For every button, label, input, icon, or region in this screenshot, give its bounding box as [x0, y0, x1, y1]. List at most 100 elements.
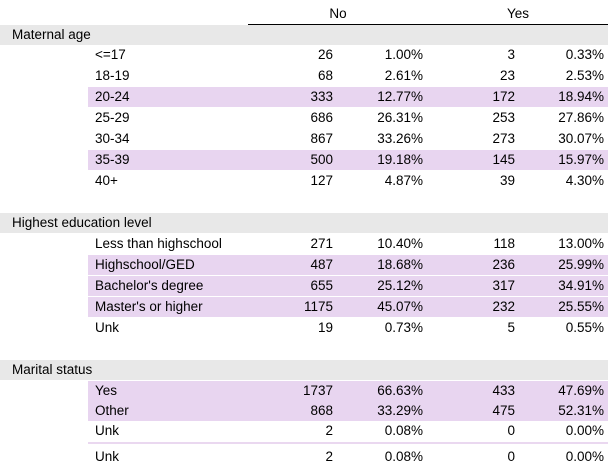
- no-count: 500: [310, 152, 333, 167]
- row-label: Yes: [95, 383, 118, 398]
- no-percent: 4.87%: [384, 173, 423, 188]
- no-percent: 66.63%: [377, 383, 423, 398]
- yes-percent: 47.69%: [558, 383, 604, 398]
- row-label: Unk: [95, 320, 120, 335]
- yes-percent: 0.33%: [565, 47, 604, 62]
- yes-count: 236: [492, 257, 515, 272]
- yes-count: 232: [492, 299, 515, 314]
- highlight-band: [88, 276, 248, 296]
- yes-percent: 4.30%: [565, 173, 604, 188]
- row-label: Bachelor's degree: [95, 278, 204, 293]
- no-count: 333: [310, 89, 333, 104]
- yes-count: 475: [492, 403, 515, 418]
- no-percent: 33.29%: [377, 403, 423, 418]
- yes-percent: 25.99%: [558, 257, 604, 272]
- highlight-band: [88, 297, 248, 317]
- highlight-band: [88, 381, 248, 401]
- yes-percent: 15.97%: [558, 152, 604, 167]
- no-percent: 1.00%: [384, 47, 423, 62]
- highlight-band: [248, 276, 608, 296]
- highlight-band: [248, 150, 608, 170]
- no-percent: 10.40%: [377, 236, 423, 251]
- table-row: Unk 2 0.08% 0 0.00%: [0, 447, 612, 467]
- table-row: Unk 19 0.73% 5 0.55%: [0, 318, 612, 338]
- yes-count: 0: [507, 449, 515, 464]
- yes-count: 118: [493, 236, 515, 251]
- table-row: Yes 1737 66.63% 433 47.69%: [0, 381, 612, 401]
- table-row: 30-34 867 33.26% 273 30.07%: [0, 129, 612, 149]
- no-percent: 0.08%: [384, 423, 423, 438]
- highlight-band: [248, 255, 608, 275]
- highlight-band: [248, 297, 608, 317]
- row-label: 18-19: [95, 68, 130, 83]
- highlight-band: [88, 255, 248, 275]
- yes-percent: 25.55%: [558, 299, 604, 314]
- no-percent: 18.68%: [377, 257, 423, 272]
- column-header-yes: Yes: [506, 6, 530, 21]
- no-count: 487: [310, 257, 333, 272]
- no-count: 19: [317, 320, 333, 335]
- no-percent: 0.08%: [384, 449, 423, 464]
- no-count: 68: [317, 68, 333, 83]
- no-count: 127: [310, 173, 333, 188]
- row-label: 35-39: [95, 152, 130, 167]
- row-label: 40+: [95, 173, 118, 188]
- no-count: 1175: [303, 299, 333, 314]
- table-row: Highschool/GED 487 18.68% 236 25.99%: [0, 255, 612, 275]
- table-row: 18-19 68 2.61% 23 2.53%: [0, 66, 612, 86]
- highlight-band: [248, 87, 608, 107]
- section-title-education: Highest education level: [0, 213, 608, 233]
- no-count: 26: [317, 47, 333, 62]
- no-percent: 0.73%: [384, 320, 423, 335]
- yes-count: 317: [492, 278, 515, 293]
- no-percent: 33.26%: [377, 131, 423, 146]
- row-label: <=17: [95, 47, 126, 62]
- row-label: 25-29: [95, 110, 130, 125]
- row-label: Highschool/GED: [95, 257, 195, 272]
- no-percent: 26.31%: [377, 110, 423, 125]
- no-percent: 12.77%: [377, 89, 423, 104]
- yes-percent: 13.00%: [558, 236, 604, 251]
- section-title-maternal-age: Maternal age: [0, 25, 608, 45]
- row-label: Less than highschool: [95, 236, 222, 251]
- row-label: Master's or higher: [95, 299, 203, 314]
- table-row: Master's or higher 1175 45.07% 232 25.55…: [0, 297, 612, 317]
- yes-count: 39: [499, 173, 515, 188]
- no-percent: 25.12%: [377, 278, 423, 293]
- no-percent: 19.18%: [377, 152, 423, 167]
- yes-count: 0: [507, 423, 515, 438]
- highlight-band: [88, 150, 248, 170]
- highlight-band: [88, 87, 248, 107]
- no-count: 867: [310, 131, 333, 146]
- header-underline: [248, 24, 608, 25]
- no-count: 686: [310, 110, 333, 125]
- highlight-band: [248, 401, 608, 421]
- highlight-band: [88, 401, 248, 421]
- yes-percent: 0.00%: [565, 423, 604, 438]
- table-row: Unk 2 0.08% 0 0.00%: [0, 421, 612, 441]
- yes-percent: 52.31%: [558, 403, 604, 418]
- yes-count: 145: [492, 152, 515, 167]
- row-label: Other: [95, 403, 129, 418]
- yes-percent: 34.91%: [558, 278, 604, 293]
- table-row: 25-29 686 26.31% 253 27.86%: [0, 108, 612, 128]
- table-row: 40+ 127 4.87% 39 4.30%: [0, 171, 612, 191]
- row-label: Unk: [95, 449, 120, 464]
- yes-percent: 30.07%: [558, 131, 604, 146]
- no-count: 655: [310, 278, 333, 293]
- yes-count: 23: [499, 68, 515, 83]
- no-count: 2: [325, 423, 333, 438]
- yes-count: 3: [507, 47, 515, 62]
- table-row: Other 868 33.29% 475 52.31%: [0, 401, 612, 421]
- no-count: 868: [310, 403, 333, 418]
- no-count: 2: [325, 449, 333, 464]
- table-header: No Yes: [0, 0, 612, 25]
- table-row: 35-39 500 19.18% 145 15.97%: [0, 150, 612, 170]
- yes-count: 433: [492, 383, 515, 398]
- highlight-band: [248, 381, 608, 401]
- yes-percent: 2.53%: [565, 68, 604, 83]
- yes-count: 273: [492, 131, 515, 146]
- table-row: <=17 26 1.00% 3 0.33%: [0, 45, 612, 65]
- row-label: Unk: [95, 423, 120, 438]
